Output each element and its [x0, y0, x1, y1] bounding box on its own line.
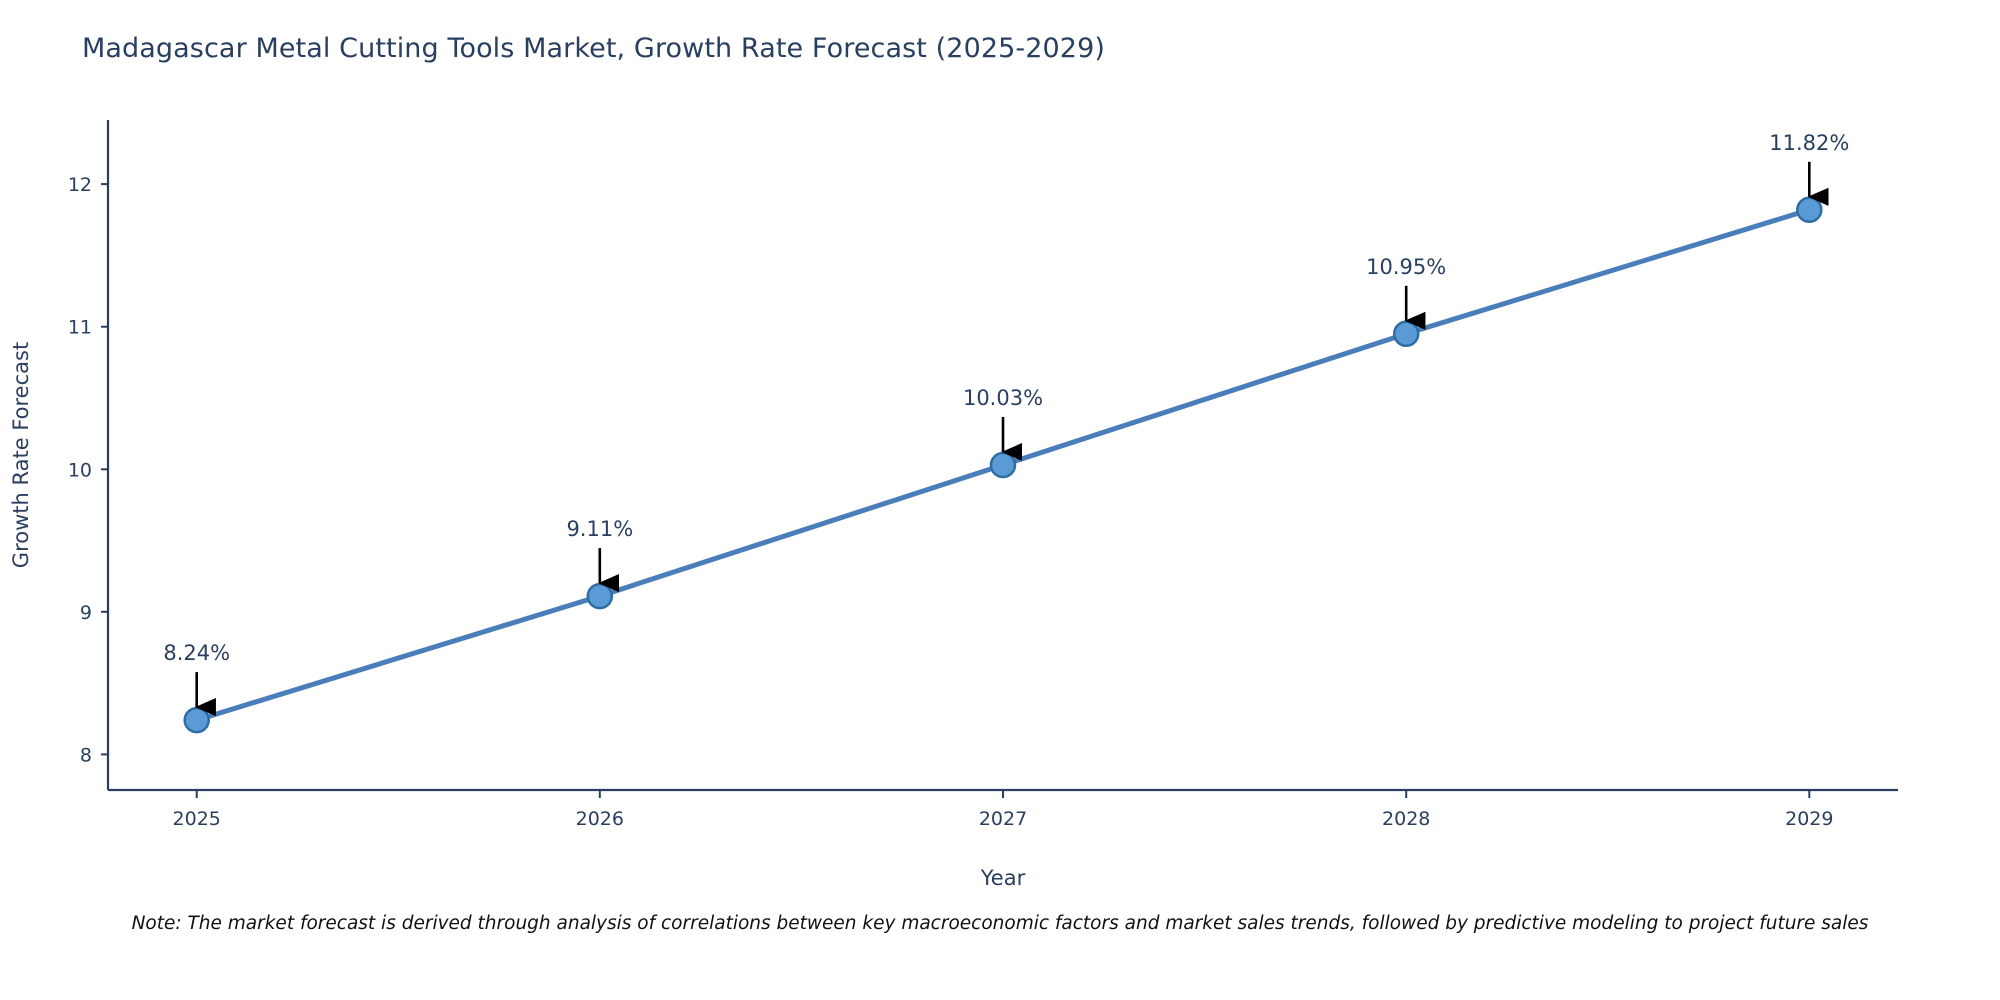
- y-tick-label-12: 12: [68, 174, 92, 196]
- data-label-2029: 11.82%: [1769, 131, 1849, 155]
- data-label-2025: 8.24%: [163, 641, 230, 665]
- x-tick-label-2028: 2028: [1382, 808, 1430, 830]
- y-axis-title: Growth Rate Forecast: [9, 342, 33, 568]
- data-point-2027[interactable]: [989, 451, 1017, 479]
- data-point-2028[interactable]: [1392, 320, 1420, 348]
- y-tick-label-8: 8: [80, 744, 92, 766]
- data-label-2027: 10.03%: [963, 386, 1043, 410]
- data-label-2028: 10.95%: [1366, 255, 1446, 279]
- x-tick-label-2026: 2026: [576, 808, 624, 830]
- chart-footnote: Note: The market forecast is derived thr…: [131, 913, 1869, 934]
- y-tick-label-11: 11: [68, 317, 92, 339]
- y-axis-ticks: 12 11 10 9 8: [68, 174, 108, 766]
- x-axis-title: Year: [980, 866, 1026, 890]
- y-tick-label-9: 9: [80, 602, 92, 624]
- x-tick-label-2029: 2029: [1785, 808, 1833, 830]
- data-point-2026[interactable]: [586, 582, 614, 610]
- x-tick-label-2027: 2027: [979, 808, 1027, 830]
- data-point-2025[interactable]: [183, 706, 210, 734]
- x-axis-ticks: 2025 2026 2027 2028 2029: [173, 790, 1833, 830]
- annotation-arrows: [195, 161, 1829, 717]
- chart-title: Madagascar Metal Cutting Tools Market, G…: [82, 33, 1105, 64]
- data-label-2026: 9.11%: [566, 517, 633, 541]
- x-tick-label-2025: 2025: [173, 808, 221, 830]
- data-point-2029[interactable]: [1796, 196, 1823, 224]
- y-tick-label-10: 10: [68, 459, 92, 481]
- data-point-labels: 8.24% 9.11% 10.03% 10.95% 11.82%: [163, 131, 1849, 665]
